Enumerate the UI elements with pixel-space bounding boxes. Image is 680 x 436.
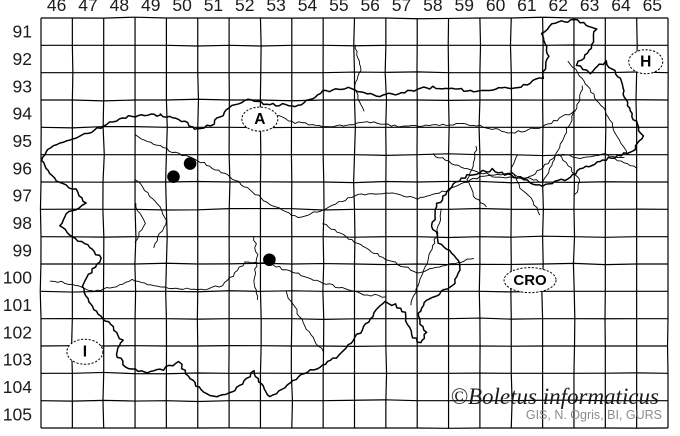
svg-text:99: 99 (13, 240, 32, 260)
svg-text:61: 61 (517, 0, 536, 15)
svg-text:56: 56 (360, 0, 379, 15)
svg-text:57: 57 (392, 0, 411, 15)
svg-text:98: 98 (13, 213, 32, 233)
svg-text:50: 50 (172, 0, 192, 15)
svg-text:53: 53 (266, 0, 285, 15)
svg-text:100: 100 (3, 268, 32, 288)
svg-text:I: I (83, 344, 87, 361)
svg-text:103: 103 (3, 350, 32, 370)
svg-text:51: 51 (204, 0, 223, 15)
svg-text:49: 49 (141, 0, 160, 15)
svg-text:105: 105 (3, 404, 32, 424)
svg-text:CRO: CRO (513, 272, 547, 289)
svg-text:104: 104 (3, 377, 32, 397)
svg-text:91: 91 (13, 22, 32, 42)
svg-text:95: 95 (13, 131, 32, 151)
svg-text:GIS, N. Ogris, BI, GURS: GIS, N. Ogris, BI, GURS (526, 408, 662, 422)
svg-text:58: 58 (423, 0, 442, 15)
svg-text:60: 60 (486, 0, 506, 15)
svg-text:63: 63 (580, 0, 599, 15)
svg-text:96: 96 (13, 158, 32, 178)
svg-text:52: 52 (235, 0, 254, 15)
svg-text:92: 92 (13, 49, 32, 69)
svg-text:101: 101 (3, 295, 32, 315)
svg-text:59: 59 (454, 0, 473, 15)
svg-text:102: 102 (3, 322, 32, 342)
svg-text:48: 48 (110, 0, 129, 15)
svg-text:65: 65 (643, 0, 662, 15)
svg-text:47: 47 (78, 0, 97, 15)
svg-text:55: 55 (329, 0, 348, 15)
svg-text:97: 97 (13, 186, 32, 206)
svg-text:46: 46 (47, 0, 66, 15)
svg-text:H: H (640, 54, 651, 71)
svg-text:94: 94 (13, 104, 33, 124)
svg-text:54: 54 (298, 0, 318, 15)
svg-text:93: 93 (13, 76, 32, 96)
svg-text:64: 64 (611, 0, 631, 15)
svg-text:A: A (254, 111, 265, 128)
svg-text:©Boletus informaticus: ©Boletus informaticus (451, 384, 660, 409)
svg-text:62: 62 (549, 0, 568, 15)
